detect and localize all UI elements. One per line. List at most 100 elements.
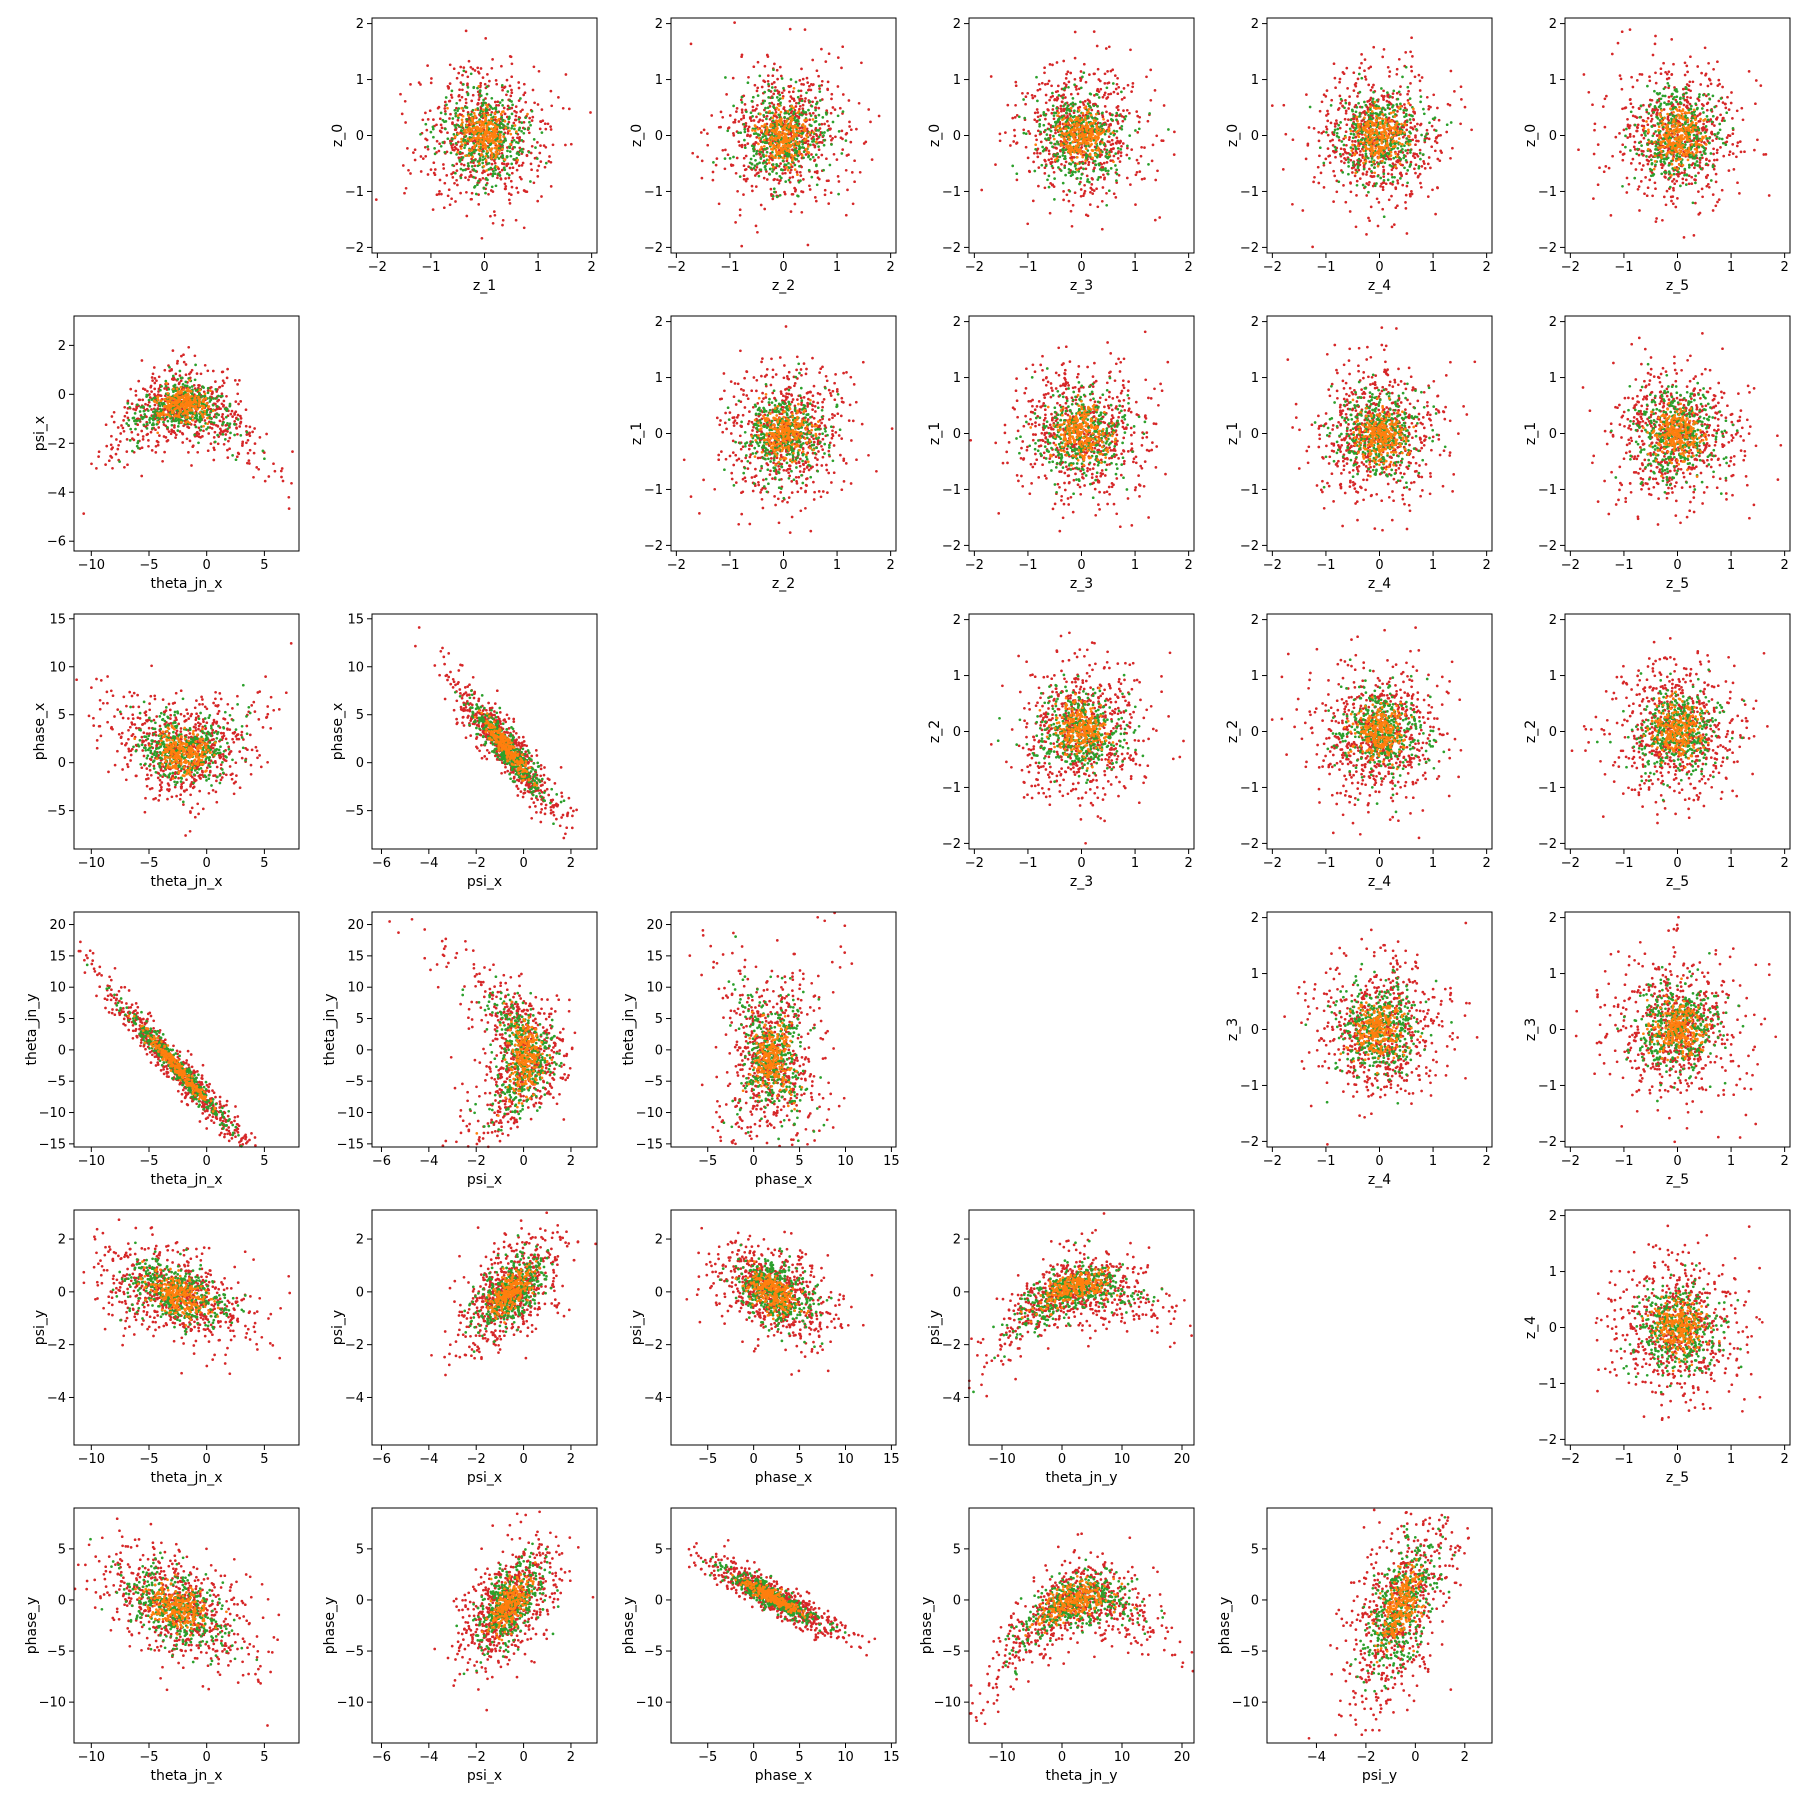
data-point — [788, 179, 791, 182]
data-point — [869, 121, 872, 124]
data-point — [830, 143, 833, 146]
data-point — [460, 81, 463, 84]
data-point — [420, 170, 423, 173]
data-point — [447, 85, 450, 88]
data-point — [496, 140, 499, 143]
data-point — [816, 69, 819, 72]
data-point — [840, 152, 843, 155]
data-point — [472, 94, 475, 97]
data-point — [832, 121, 835, 124]
data-point — [508, 177, 511, 180]
data-point — [460, 129, 463, 132]
x-tick-label: 0 — [480, 260, 488, 275]
data-point — [451, 176, 454, 179]
data-point — [732, 132, 735, 135]
data-point — [454, 172, 457, 175]
data-point — [481, 162, 484, 165]
data-point — [477, 85, 480, 88]
data-point — [462, 156, 465, 159]
data-point — [754, 164, 757, 167]
data-point — [468, 60, 471, 63]
data-point — [494, 162, 497, 165]
data-point — [830, 98, 833, 101]
data-point — [485, 116, 488, 119]
data-point — [792, 90, 795, 93]
data-point — [771, 170, 774, 173]
data-point — [516, 136, 519, 139]
data-point — [848, 125, 851, 128]
data-point — [820, 154, 823, 157]
data-point — [486, 138, 489, 141]
data-point — [517, 191, 520, 194]
data-point — [840, 67, 843, 70]
data-point — [736, 157, 739, 160]
data-point — [450, 94, 453, 97]
data-point — [528, 151, 531, 154]
y-tick-label: 2 — [356, 17, 364, 32]
data-point — [448, 188, 451, 191]
data-point — [756, 90, 759, 93]
data-point — [518, 87, 521, 90]
data-point — [491, 152, 494, 155]
data-point — [774, 86, 777, 89]
data-point — [482, 177, 485, 180]
data-point — [747, 128, 750, 131]
data-point — [467, 94, 470, 97]
data-point — [799, 174, 802, 177]
data-point — [864, 141, 867, 144]
data-point — [766, 178, 769, 181]
data-point — [781, 172, 784, 175]
data-point — [752, 150, 755, 153]
data-point — [494, 136, 497, 139]
data-point — [501, 169, 504, 172]
data-point — [508, 129, 511, 132]
data-point — [801, 143, 804, 146]
data-point — [796, 171, 799, 174]
data-point — [478, 153, 481, 156]
data-point — [773, 107, 776, 110]
data-point — [739, 208, 742, 211]
data-point — [483, 121, 486, 124]
data-point — [506, 172, 509, 175]
data-point — [767, 74, 770, 77]
data-point — [470, 123, 473, 126]
data-point — [807, 154, 810, 157]
data-point — [774, 89, 777, 92]
data-point — [802, 110, 805, 113]
data-point — [496, 146, 499, 149]
data-point — [851, 171, 854, 174]
data-point — [815, 103, 818, 106]
data-point — [735, 172, 738, 175]
data-point — [453, 67, 456, 70]
data-point — [762, 114, 765, 117]
data-point — [498, 130, 501, 133]
data-point — [738, 144, 741, 147]
data-point — [736, 190, 739, 193]
data-point — [501, 148, 504, 151]
data-point — [767, 96, 770, 99]
data-point — [776, 96, 779, 99]
data-point — [449, 203, 452, 206]
data-point — [467, 137, 470, 140]
data-point — [404, 121, 407, 124]
data-point — [808, 169, 811, 172]
data-point — [807, 89, 810, 92]
data-point — [454, 135, 457, 138]
data-point — [817, 156, 820, 159]
data-point — [461, 74, 464, 77]
data-point — [436, 140, 439, 143]
data-point — [732, 121, 735, 124]
data-point — [509, 167, 512, 170]
data-point — [830, 93, 833, 96]
data-point — [816, 183, 819, 186]
data-point — [478, 162, 481, 165]
data-point — [531, 116, 534, 119]
data-point — [756, 231, 759, 234]
data-point — [734, 118, 737, 121]
data-point — [746, 134, 749, 137]
data-point — [467, 179, 470, 182]
data-point — [771, 112, 774, 115]
data-point — [773, 81, 776, 84]
data-point — [781, 91, 784, 94]
data-point — [493, 132, 496, 135]
